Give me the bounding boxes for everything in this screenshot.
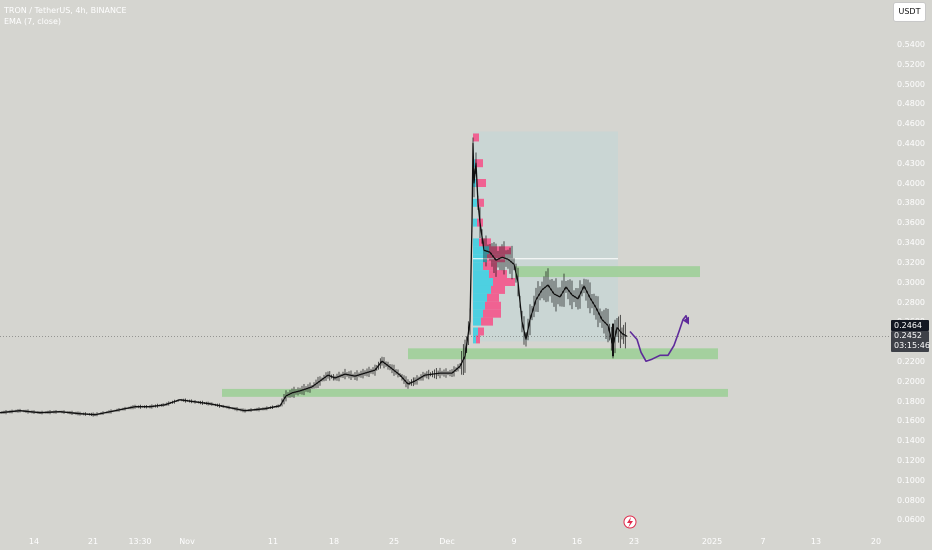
time-tick-label: 20 [871, 537, 881, 546]
volume-profile [473, 133, 515, 344]
price-axis[interactable]: 0.5400 0.5200 0.5000 0.4800 0.4600 0.4400 0.43… [897, 40, 925, 524]
price-tick-label: 0.5200 [897, 60, 925, 69]
vp-down-bar [476, 335, 480, 344]
vp-down-bar [476, 179, 486, 187]
vp-down-bar [481, 317, 493, 326]
price-tick-label: 0.1000 [897, 476, 925, 485]
vp-down-bar [493, 278, 515, 286]
time-tick-label: 9 [511, 537, 516, 546]
vp-up-bar [473, 309, 483, 318]
price-tick-label: 0.2000 [897, 377, 925, 386]
price-tick-label: 0.4800 [897, 99, 925, 108]
price-tick-label: 0.2800 [897, 298, 925, 307]
vp-up-bar [473, 218, 477, 227]
vp-down-bar [489, 270, 507, 279]
price-tick-label: 0.4600 [897, 119, 925, 128]
price-tick-label: 0.1800 [897, 397, 925, 406]
price-tick-label: 0.5400 [897, 40, 925, 49]
price-tick-label: 0.5000 [897, 80, 925, 89]
price-tick-label: 0.3000 [897, 278, 925, 287]
time-axis[interactable]: 14 21 13:30 Nov 11 18 25 Dec 9 16 23 2025 7 13 20 [29, 537, 881, 546]
vp-down-bar [483, 309, 501, 318]
vp-up-bar [473, 327, 478, 336]
vp-up-bar [473, 285, 491, 294]
vp-up-bar [473, 317, 481, 326]
time-tick-label: 23 [629, 537, 639, 546]
time-tick-label: 11 [268, 537, 278, 546]
indicator-label[interactable]: EMA (7, close) [4, 17, 61, 26]
time-tick-label: Nov [179, 537, 195, 546]
vp-down-bar [483, 262, 497, 271]
vp-up-bar [473, 262, 483, 271]
price-tick-label: 0.2200 [897, 357, 925, 366]
symbol-title[interactable]: TRON / TetherUS, 4h, BINANCE [4, 6, 127, 15]
current-price-tag: 0.2452 03:15:46 [891, 331, 930, 352]
vp-up-bar [473, 246, 489, 255]
vp-down-bar [477, 198, 484, 207]
price-tick-label: 0.1200 [897, 456, 925, 465]
time-tick-label: 21 [88, 537, 98, 546]
time-tick-label: 13:30 [128, 537, 151, 546]
price-tick-label: 0.3200 [897, 258, 925, 267]
vp-down-bar [478, 327, 484, 336]
projection-arrowhead [683, 316, 689, 325]
vp-up-bar [473, 198, 477, 207]
time-tick-label: 13 [811, 537, 821, 546]
vp-down-bar [473, 133, 479, 142]
support-zone[interactable] [408, 348, 718, 360]
vp-up-bar [473, 278, 493, 286]
price-tick-label: 0.1600 [897, 416, 925, 425]
vp-down-bar [479, 238, 491, 247]
vp-down-bar [491, 285, 505, 294]
price-tick-label: 0.4400 [897, 139, 925, 148]
time-tick-label: 18 [329, 537, 339, 546]
time-tick-label: 2025 [702, 537, 722, 546]
currency-button[interactable]: USDT [893, 2, 926, 22]
lightning-icon[interactable] [623, 515, 637, 529]
chart-legend: TRON / TetherUS, 4h, BINANCE EMA (7, clo… [4, 5, 127, 27]
vp-up-bar [473, 270, 489, 279]
vp-up-bar [473, 301, 485, 310]
vp-down-bar [485, 301, 501, 310]
price-tick-label: 0.1400 [897, 436, 925, 445]
vp-down-bar [487, 293, 499, 302]
price-tick-label: 0.0600 [897, 515, 925, 524]
vp-up-bar [473, 335, 476, 344]
time-tick-label: 16 [572, 537, 582, 546]
vp-up-bar [473, 238, 479, 247]
time-tick-label: 25 [389, 537, 399, 546]
last-price-tag: 0.2464 [891, 320, 929, 331]
support-zone[interactable] [222, 388, 728, 397]
price-tick-label: 0.0800 [897, 496, 925, 505]
projection-path [629, 314, 689, 363]
time-tick-label: Dec [439, 537, 454, 546]
time-tick-label: 7 [760, 537, 765, 546]
price-tick-label: 0.3400 [897, 238, 925, 247]
time-tick-label: 14 [29, 537, 39, 546]
price-tick-label: 0.4000 [897, 179, 925, 188]
bar-countdown: 03:15:46 [894, 341, 930, 350]
support-zone[interactable] [515, 266, 700, 278]
candle-wicks [0, 137, 626, 417]
price-tick-label: 0.3600 [897, 218, 925, 227]
price-tick-label: 0.3800 [897, 198, 925, 207]
vp-down-bar [475, 159, 483, 168]
vp-up-bar [473, 293, 487, 302]
current-price-value: 0.2452 [894, 331, 922, 340]
price-tick-label: 0.4300 [897, 159, 925, 168]
